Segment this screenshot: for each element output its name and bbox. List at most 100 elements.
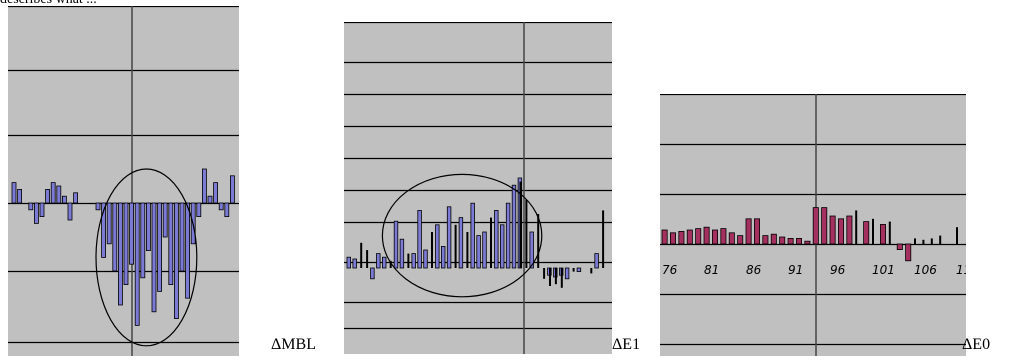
tick-label-2: 86 — [746, 263, 762, 277]
bar-b-23 — [855, 210, 858, 244]
bar-a-24 — [145, 202, 151, 251]
tick-label-3: 91 — [788, 263, 803, 277]
bar-b-20 — [466, 232, 469, 268]
bar-a-29 — [173, 202, 179, 319]
bar-b-7 — [389, 260, 392, 268]
bar-a-7 — [720, 228, 727, 245]
bar-b-38 — [572, 268, 575, 272]
bar-a-36 — [213, 182, 219, 204]
bar-a-42 — [594, 253, 599, 269]
tick-label-5: 101 — [872, 263, 895, 277]
bar-a-37 — [564, 267, 570, 280]
tick-label-0: 76 — [662, 263, 678, 277]
bar-a-1 — [669, 232, 676, 245]
bar-a-34 — [201, 168, 207, 204]
bar-chart-e0: 76 81 86 91 96 101 106 11 — [660, 94, 966, 356]
bar-a-8 — [728, 232, 735, 245]
bar-a-29 — [905, 243, 912, 262]
bar-a-3 — [28, 202, 34, 211]
tick-label-1: 81 — [704, 263, 719, 277]
bar-a-14 — [779, 236, 786, 245]
bar-a-1 — [17, 188, 23, 204]
bar-a-0 — [661, 229, 668, 245]
bar-a-24 — [863, 221, 870, 245]
bar-a-30 — [179, 202, 185, 272]
bar-a-6 — [712, 229, 719, 245]
bar-a-1 — [352, 258, 357, 269]
bar-a-20 — [123, 202, 129, 285]
bar-b-43 — [602, 210, 605, 268]
bar-a-37 — [218, 202, 224, 211]
bar-a-31 — [529, 231, 534, 269]
bar-a-26 — [499, 224, 505, 269]
bar-a-2 — [678, 230, 685, 245]
highlight-ellipse — [381, 173, 543, 298]
bar-a-22 — [846, 215, 853, 245]
bar-chart-mbl — [8, 6, 239, 356]
bar-a-39 — [576, 267, 582, 272]
bar-a-38 — [224, 202, 230, 218]
bar-b-32 — [537, 214, 540, 268]
bar-a-8 — [393, 220, 399, 269]
bar-a-16 — [101, 202, 106, 258]
bar-b-30 — [525, 199, 528, 268]
bar-a-16 — [441, 245, 446, 269]
bar-a-25 — [151, 202, 157, 313]
bar-a-21 — [129, 202, 134, 265]
bar-a-5 — [39, 202, 45, 218]
bar-a-9 — [62, 195, 67, 204]
bar-a-11 — [73, 192, 78, 204]
bar-b-14 — [431, 232, 433, 268]
bar-a-7 — [50, 182, 56, 204]
bar-b-10 — [407, 253, 410, 268]
bar-a-23 — [140, 202, 146, 279]
bar-a-28 — [168, 202, 174, 285]
bar-a-26 — [157, 202, 163, 292]
bar-a-5 — [376, 253, 381, 269]
bar-b-30 — [914, 238, 916, 244]
bar-a-4 — [370, 267, 375, 280]
bar-a-18 — [112, 202, 118, 272]
plot-background — [344, 22, 612, 354]
bar-a-18 — [812, 207, 819, 245]
chart-panel-mbl — [8, 6, 239, 356]
bar-b-27 — [888, 221, 891, 244]
bar-a-15 — [95, 202, 101, 211]
bar-a-17 — [804, 240, 811, 245]
bar-a-23 — [482, 231, 487, 269]
bar-a-13 — [770, 233, 777, 245]
bar-a-15 — [435, 224, 440, 269]
bar-a-21 — [837, 218, 844, 245]
bar-a-9 — [399, 238, 405, 269]
bar-a-22 — [134, 202, 140, 326]
bar-a-10 — [745, 218, 752, 245]
bar-a-11 — [411, 253, 416, 269]
bar-a-22 — [476, 235, 481, 269]
bar-a-3 — [686, 229, 693, 245]
bar-b-35 — [554, 268, 557, 285]
bar-a-0 — [11, 182, 17, 204]
bar-b-33 — [939, 235, 942, 244]
bar-a-12 — [762, 235, 769, 245]
bar-a-19 — [458, 217, 464, 269]
bar-a-25 — [494, 209, 499, 269]
bar-a-20 — [829, 215, 836, 245]
bar-a-9 — [737, 235, 744, 245]
bar-a-15 — [787, 237, 794, 245]
plot-background — [8, 6, 239, 356]
chart-caption-mbl: ΔMBL — [271, 336, 316, 353]
bar-a-5 — [703, 226, 710, 245]
bar-b-35 — [956, 227, 958, 244]
bar-a-26 — [879, 223, 886, 245]
bar-a-6 — [382, 256, 387, 269]
tick-label-4: 96 — [830, 263, 846, 277]
highlight-ellipse — [95, 168, 198, 347]
bar-b-3 — [366, 250, 369, 268]
bar-a-17 — [446, 206, 452, 269]
tick-label-6: 106 — [914, 263, 937, 277]
bar-a-17 — [106, 202, 112, 245]
bar-chart-e1 — [344, 22, 612, 354]
tick-label-7: 11 — [956, 263, 966, 277]
bar-a-39 — [229, 175, 235, 204]
bar-a-13 — [423, 249, 428, 269]
